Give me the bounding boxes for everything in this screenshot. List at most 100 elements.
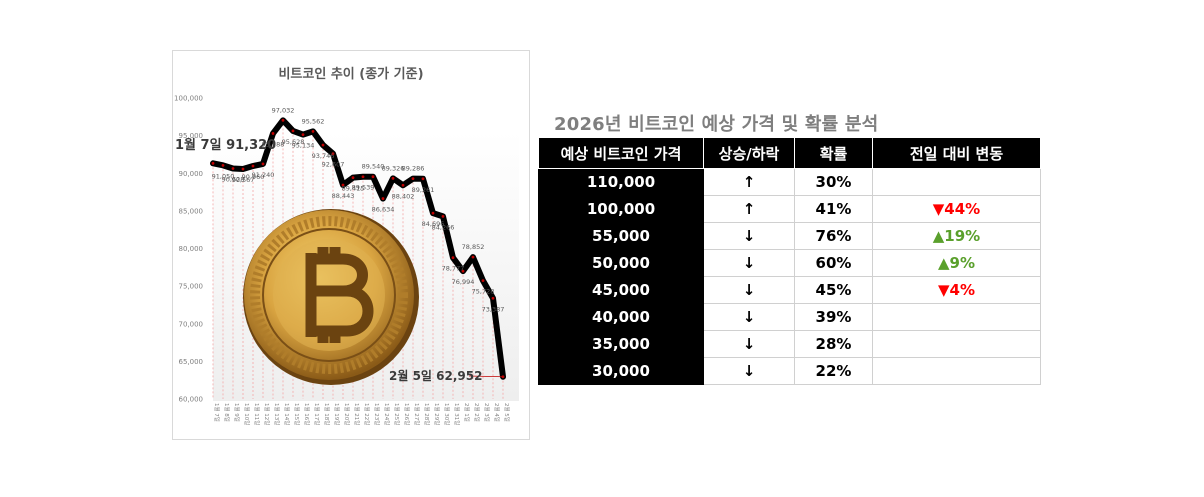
data-point xyxy=(321,143,325,147)
x-tick-label: 1월 16일 xyxy=(303,403,311,425)
start-callout: 1월 7일 91,320 xyxy=(175,137,276,153)
data-point xyxy=(251,164,255,168)
price-cell: 55,000 xyxy=(538,222,704,250)
x-tick-label: 2월 5일 xyxy=(503,403,511,422)
probability-cell: 39% xyxy=(794,303,873,331)
data-point xyxy=(311,129,315,133)
table-row: 45,000 ↓ 45% ▼4% xyxy=(538,276,1041,304)
x-tick-label: 2월 4일 xyxy=(493,403,501,422)
data-point xyxy=(401,183,405,187)
data-label: 88,402 xyxy=(392,192,415,200)
direction-cell: ↑ xyxy=(703,168,795,196)
header-direction: 상승/하락 xyxy=(703,137,795,169)
data-label: 95,628 xyxy=(282,138,305,146)
bitcoin-b-icon xyxy=(305,247,374,343)
change-cell xyxy=(872,357,1041,385)
x-tick-label: 1월 10일 xyxy=(243,403,251,425)
data-label: 89,326 xyxy=(382,164,405,172)
probability-cell: 41% xyxy=(794,195,873,223)
probability-cell: 28% xyxy=(794,330,873,358)
data-point xyxy=(471,255,475,259)
end-callout: 2월 5일 62,952 xyxy=(389,368,482,383)
x-tick-label: 1월 20일 xyxy=(343,403,351,425)
table-row: 55,000 ↓ 76% ▲19% xyxy=(538,222,1041,250)
x-tick-label: 1월 24일 xyxy=(383,403,391,425)
data-label: 89,540 xyxy=(362,163,385,171)
data-label: 89,286 xyxy=(402,165,425,173)
data-point xyxy=(351,176,355,180)
x-tick-label: 1월 25일 xyxy=(393,403,401,425)
table-row: 30,000 ↓ 22% xyxy=(538,357,1041,385)
change-cell: ▲9% xyxy=(872,249,1041,277)
data-point xyxy=(221,163,225,167)
data-label: 89,539 xyxy=(352,184,375,192)
price-cell: 110,000 xyxy=(538,168,704,196)
bitcoin-coin-image xyxy=(243,209,419,385)
chart-title: 비트코인 추이 (종가 기준) xyxy=(278,67,424,82)
table-row: 110,000 ↑ 30% xyxy=(538,168,1041,196)
header-probability: 확률 xyxy=(794,137,873,169)
data-label: 89,261 xyxy=(412,186,435,194)
data-label: 95,134 xyxy=(292,142,315,150)
y-tick-label: 65,000 xyxy=(179,358,204,366)
data-point xyxy=(241,167,245,171)
forecast-header-row: 예상 비트코인 가격 상승/하락 확률 전일 대비 변동 xyxy=(538,137,1041,169)
data-label: 93,746 xyxy=(312,152,335,160)
price-cell: 30,000 xyxy=(538,357,704,385)
data-point xyxy=(301,133,305,137)
direction-cell: ↓ xyxy=(703,276,795,304)
data-label: 95,288 xyxy=(262,140,285,148)
x-tick-label: 1월 9일 xyxy=(233,403,241,422)
price-cell: 45,000 xyxy=(538,276,704,304)
table-row: 100,000 ↑ 41% ▼44% xyxy=(538,195,1041,223)
data-point xyxy=(491,296,495,300)
x-tick-label: 1월 29일 xyxy=(433,403,441,425)
data-label: 86,634 xyxy=(372,206,395,214)
change-cell: ▼44% xyxy=(872,195,1041,223)
data-point xyxy=(261,162,265,166)
data-point xyxy=(291,129,295,133)
data-point xyxy=(331,152,335,156)
data-label: 88,443 xyxy=(332,192,355,200)
data-label: 76,994 xyxy=(452,278,475,286)
x-tick-label: 2월 3일 xyxy=(483,403,491,422)
data-label: 75,728 xyxy=(472,288,495,296)
table-row: 40,000 ↓ 39% xyxy=(538,303,1041,331)
data-label: 73,387 xyxy=(482,305,505,313)
x-tick-label: 1월 27일 xyxy=(413,403,421,425)
x-tick-label: 1월 28일 xyxy=(423,403,431,425)
x-tick-label: 1월 8일 xyxy=(223,403,231,422)
price-cell: 35,000 xyxy=(538,330,704,358)
data-label: 90,628 xyxy=(222,176,245,184)
direction-cell: ↓ xyxy=(703,330,795,358)
data-label: 95,562 xyxy=(302,117,325,125)
data-point xyxy=(211,161,215,165)
direction-cell: ↓ xyxy=(703,249,795,277)
x-tick-label: 1월 26일 xyxy=(403,403,411,425)
data-point xyxy=(431,211,435,215)
data-point xyxy=(461,269,465,273)
x-tick-label: 1월 19일 xyxy=(333,403,341,425)
data-label: 84,266 xyxy=(432,223,455,231)
price-chart: 1월 7일 1월 8일 1월 9일 1월 10일 1월 11일 1월 12일 1월 13일 1… xyxy=(174,95,519,425)
forecast-title: 2026년 비트코인 예상 가격 및 확률 분석 xyxy=(554,114,879,135)
data-label: 84,696 xyxy=(422,220,445,228)
price-cell: 50,000 xyxy=(538,249,704,277)
probability-cell: 60% xyxy=(794,249,873,277)
header-price: 예상 비트코인 가격 xyxy=(538,137,704,169)
data-label: 97,032 xyxy=(272,106,295,114)
data-label: 91,050 xyxy=(212,172,235,180)
coin-lettering-band xyxy=(250,216,408,374)
data-point xyxy=(481,279,485,283)
x-tick-label: 1월 31일 xyxy=(453,403,461,425)
y-tick-label: 100,000 xyxy=(174,95,203,103)
change-cell: ▼4% xyxy=(872,276,1041,304)
x-tick-label: 1월 12일 xyxy=(263,403,271,425)
probability-cell: 22% xyxy=(794,357,873,385)
direction-cell: ↑ xyxy=(703,195,795,223)
x-tick-label: 1월 22일 xyxy=(363,403,371,425)
forecast-table: 예상 비트코인 가격 상승/하락 확률 전일 대비 변동 110,000 ↑ 30%… xyxy=(538,137,1041,385)
x-tick-label: 1월 11일 xyxy=(253,403,261,425)
x-tick-label: 1월 18일 xyxy=(323,403,331,425)
